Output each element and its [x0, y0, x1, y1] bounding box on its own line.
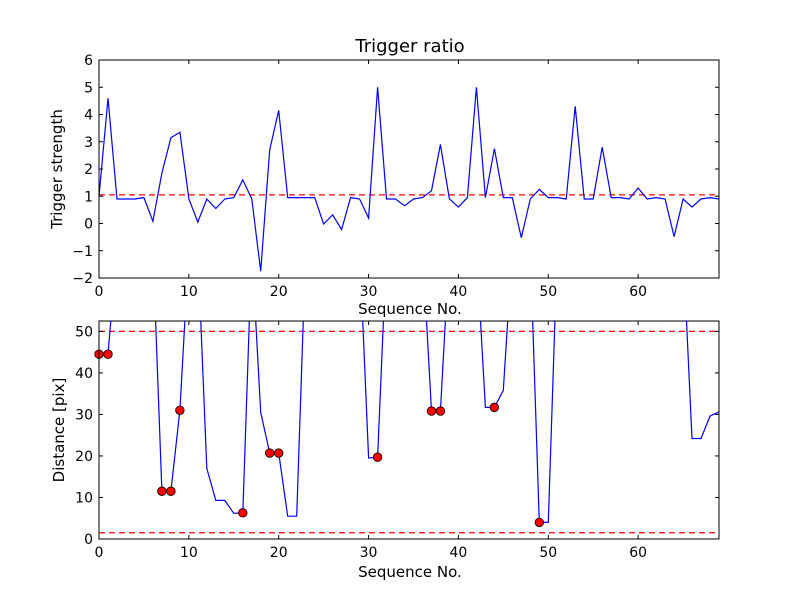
trigger-y-tick-label: 5 [84, 80, 93, 96]
distance-x-tick-label: 10 [180, 545, 198, 561]
distance-plot-area [99, 321, 719, 534]
trigger-series-line [99, 87, 719, 272]
distance-y-tick-label: 20 [75, 449, 93, 465]
distance-x-tick-label: 40 [450, 545, 468, 561]
distance-data-point [157, 486, 167, 496]
distance-x-tick-label: 30 [360, 545, 378, 561]
distance-x-tick-label: 0 [95, 545, 104, 561]
distance-axes: 0 10 20 30 40 50 60 0 10 20 30 40 50 [75, 320, 720, 561]
trigger-y-tick-label: 1 [84, 189, 93, 205]
trigger-y-tick-label: 2 [84, 162, 93, 178]
trigger-x-tick-label: 10 [180, 284, 198, 300]
trigger-x-tick-label: 30 [360, 284, 378, 300]
trigger-x-tick-label: 50 [539, 284, 557, 300]
distance-data-point [238, 508, 248, 518]
trigger-x-tick-label: 20 [270, 284, 288, 300]
distance-data-point [534, 517, 544, 528]
distance-y-tick-label: 10 [75, 490, 93, 506]
trigger-x-tick-label: 0 [95, 284, 104, 300]
distance-series-line [99, 321, 719, 524]
trigger-x-tick-label: 60 [629, 284, 647, 300]
trigger-y-tick-label: −2 [72, 271, 93, 287]
y-axis-label: Distance [pix] [50, 378, 68, 483]
trigger-ratio-chart: Trigger ratio 0 10 20 30 40 50 60 −2 −1 0 1 2 3 4 5 6 S… [48, 36, 720, 318]
distance-y-tick-label: 30 [75, 407, 93, 423]
distance-data-point [489, 402, 500, 413]
trigger-plot-area [99, 87, 719, 272]
distance-y-tick-label: 40 [75, 366, 93, 382]
trigger-y-tick-label: 6 [84, 53, 93, 69]
distance-data-point [274, 448, 284, 458]
distance-data-point [103, 349, 113, 359]
distance-y-tick-label: 50 [75, 324, 93, 340]
trigger-axes: 0 10 20 30 40 50 60 −2 −1 0 1 2 3 4 5 6 [72, 53, 720, 300]
distance-x-tick-label: 50 [539, 545, 557, 561]
trigger-y-tick-label: 4 [84, 108, 93, 124]
distance-x-tick-label: 60 [629, 545, 647, 561]
distance-markers [94, 349, 544, 528]
x-axis-label: Sequence No. [358, 300, 462, 318]
distance-chart: 0 10 20 30 40 50 60 0 10 20 30 40 50 Sequence No. Di… [50, 320, 720, 581]
trigger-y-tick-label: 3 [84, 135, 93, 151]
distance-data-point [372, 452, 383, 462]
distance-data-point [166, 486, 176, 496]
distance-data-point [435, 406, 446, 416]
x-axis-label: Sequence No. [358, 563, 462, 581]
distance-y-tick-label: 0 [84, 532, 93, 548]
distance-x-tick-label: 20 [270, 545, 288, 561]
distance-data-point [265, 448, 275, 458]
distance-axes-frame [98, 320, 720, 540]
trigger-y-tick-label: −1 [72, 244, 93, 260]
trigger-y-tick-label: 0 [84, 217, 93, 233]
y-axis-label: Trigger strength [48, 109, 66, 230]
chart-title: Trigger ratio [354, 36, 464, 57]
trigger-x-tick-label: 40 [450, 284, 468, 300]
distance-data-point [426, 406, 437, 416]
distance-data-point [175, 405, 185, 415]
